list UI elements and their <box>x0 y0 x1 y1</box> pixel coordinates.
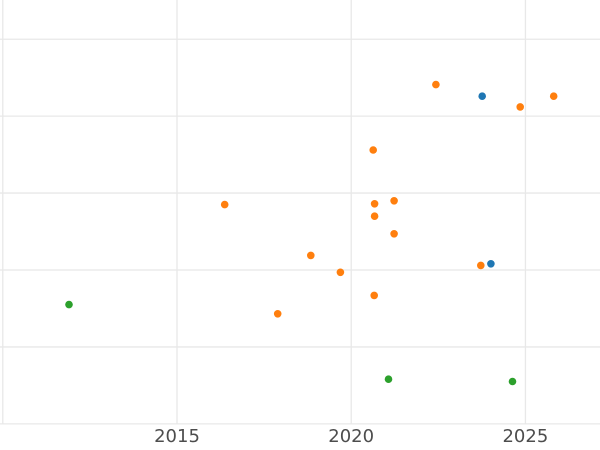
x-tick-label-2020: 2020 <box>328 426 375 447</box>
data-point-orange <box>370 200 379 208</box>
data-point-orange <box>370 212 379 220</box>
data-point-orange <box>477 261 485 270</box>
data-point-orange <box>549 92 558 100</box>
data-point-orange <box>516 103 524 111</box>
data-point-orange <box>273 310 282 318</box>
x-tick-label-2015: 2015 <box>154 426 200 447</box>
data-point-orange <box>336 268 345 277</box>
data-point-blue <box>487 260 495 268</box>
data-point-orange <box>220 200 229 209</box>
data-point-orange <box>432 80 440 89</box>
data-point-orange <box>307 251 315 260</box>
data-point-green <box>508 377 517 386</box>
x-tick-label-2025: 2025 <box>502 426 549 447</box>
data-point-blue <box>478 92 487 100</box>
data-point-orange <box>369 146 378 154</box>
data-point-green <box>65 300 73 309</box>
data-point-orange <box>390 230 398 238</box>
data-point-green <box>384 375 393 384</box>
data-point-orange <box>370 291 379 300</box>
data-point-orange <box>390 197 398 205</box>
